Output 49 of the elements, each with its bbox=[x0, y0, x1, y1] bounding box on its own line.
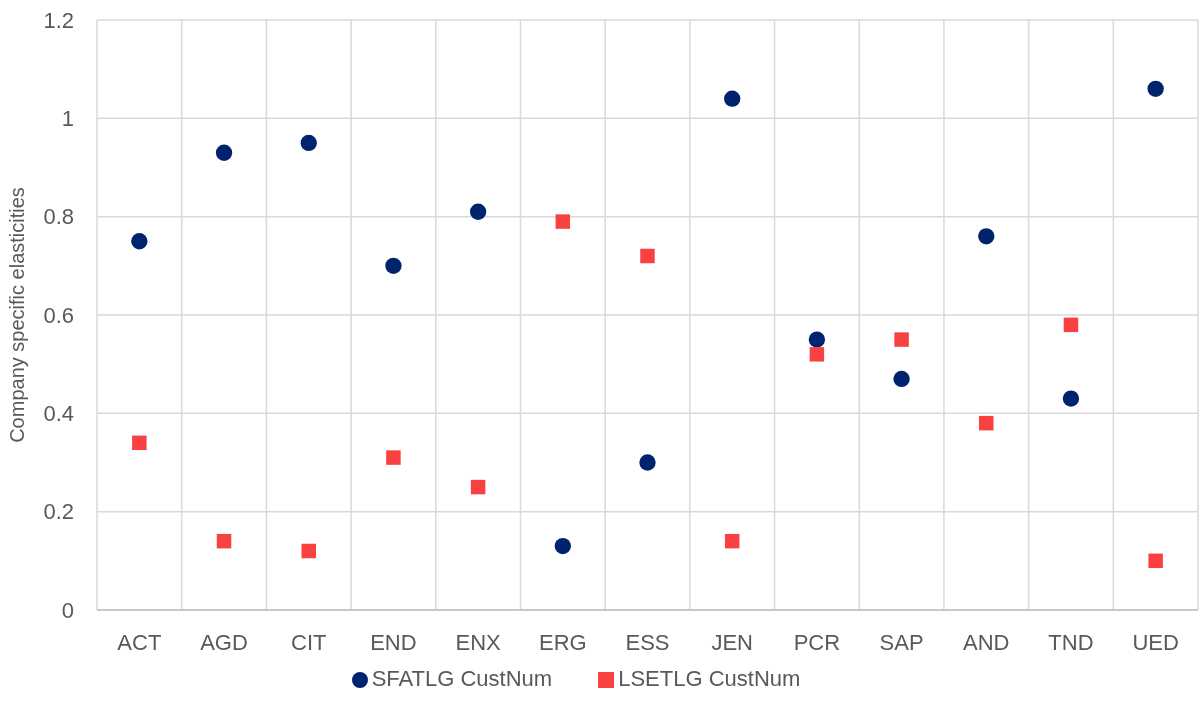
x-tick-label: CIT bbox=[291, 629, 327, 655]
y-tick-label: 0 bbox=[61, 597, 74, 623]
point bbox=[893, 370, 910, 388]
x-tick-label: ENX bbox=[455, 629, 502, 655]
point bbox=[301, 543, 316, 559]
y-tick-label: 0.8 bbox=[43, 204, 74, 230]
x-tick-label: PCR bbox=[793, 629, 841, 655]
x-tick-label: ACT bbox=[117, 629, 162, 655]
point bbox=[1062, 390, 1080, 407]
point bbox=[215, 144, 233, 161]
x-tick-label: AGD bbox=[200, 629, 248, 655]
point bbox=[724, 533, 740, 549]
y-tick-label: 1 bbox=[61, 106, 74, 132]
point bbox=[470, 479, 486, 495]
y-tick-label: 0.6 bbox=[43, 302, 74, 328]
y-tick-label: 0.2 bbox=[43, 499, 74, 525]
x-tick-label: UED bbox=[1132, 629, 1179, 655]
point bbox=[809, 347, 825, 362]
y-tick-label: 1.2 bbox=[43, 7, 74, 33]
point bbox=[978, 228, 995, 245]
x-tick-label: SAP bbox=[879, 629, 924, 655]
point bbox=[300, 134, 317, 152]
point bbox=[1147, 80, 1164, 97]
point bbox=[894, 332, 909, 347]
y-axis-title: Company specific elasticities bbox=[6, 187, 29, 443]
x-tick-label: END bbox=[370, 629, 417, 655]
point bbox=[132, 435, 147, 451]
point bbox=[639, 454, 656, 471]
x-tick-label: ERG bbox=[538, 629, 587, 655]
y-tick-label: 0.4 bbox=[43, 401, 74, 427]
point bbox=[469, 203, 487, 220]
point bbox=[555, 214, 571, 229]
x-tick-label: ESS bbox=[625, 629, 670, 655]
point bbox=[640, 248, 655, 264]
x-tick-label: TND bbox=[1048, 629, 1094, 655]
point bbox=[1148, 553, 1163, 569]
point bbox=[131, 233, 148, 250]
point bbox=[979, 415, 994, 431]
x-tick-label: JEN bbox=[711, 629, 753, 655]
point bbox=[724, 90, 741, 107]
point bbox=[385, 257, 402, 274]
legend-label: LSETLG CustNum bbox=[618, 666, 801, 691]
point bbox=[808, 331, 826, 348]
point bbox=[386, 450, 401, 465]
x-tick-label: AND bbox=[963, 629, 1010, 655]
point bbox=[554, 537, 571, 555]
point bbox=[1063, 317, 1079, 333]
point bbox=[216, 533, 232, 549]
legend-label: SFATLG CustNum bbox=[371, 666, 553, 691]
